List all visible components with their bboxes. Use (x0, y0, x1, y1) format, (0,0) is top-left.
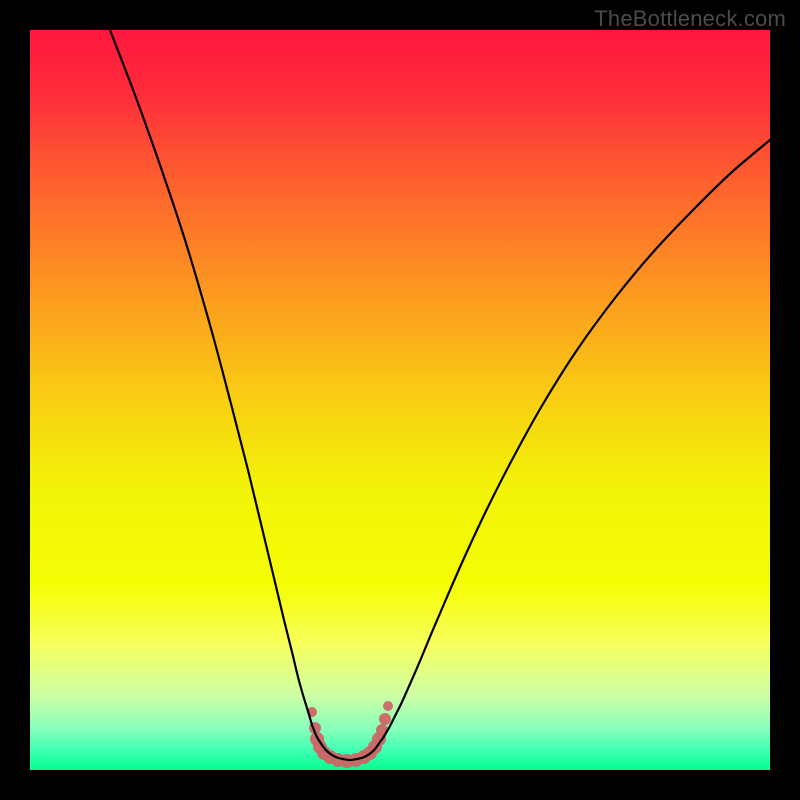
bottleneck-curve (110, 30, 770, 760)
plot-area (30, 30, 770, 770)
trough-marker (379, 713, 391, 725)
watermark-text: TheBottleneck.com (594, 6, 786, 32)
trough-marker (383, 701, 393, 711)
curve-layer (30, 30, 770, 770)
trough-marker-group (307, 701, 393, 768)
